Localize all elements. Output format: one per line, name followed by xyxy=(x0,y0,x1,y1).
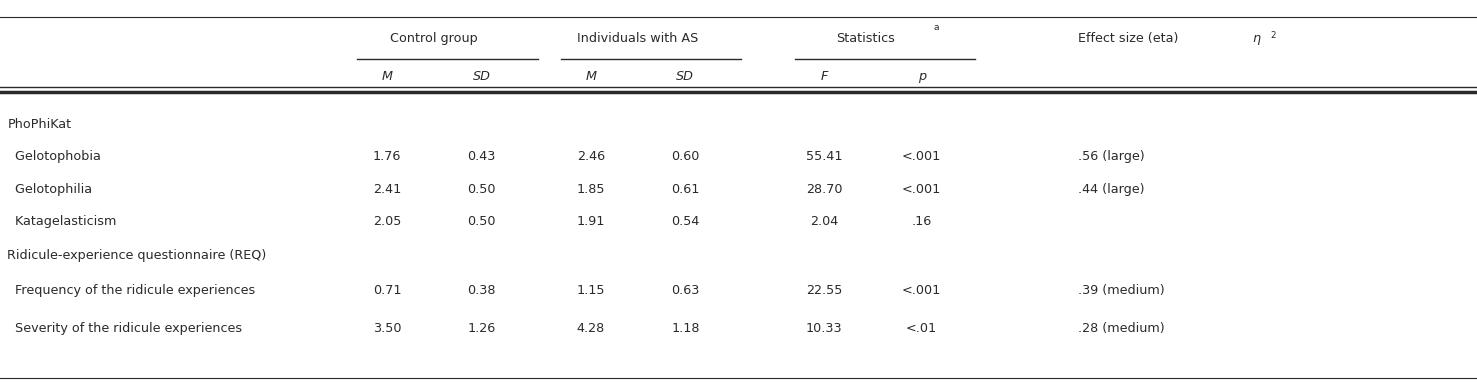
Text: Severity of the ridicule experiences: Severity of the ridicule experiences xyxy=(7,322,242,335)
Text: <.001: <.001 xyxy=(902,183,941,196)
Text: <.01: <.01 xyxy=(905,322,938,335)
Text: p: p xyxy=(917,70,926,83)
Text: Gelotophilia: Gelotophilia xyxy=(7,183,93,196)
Text: a: a xyxy=(933,23,939,32)
Text: 28.70: 28.70 xyxy=(806,183,842,196)
Text: 0.71: 0.71 xyxy=(372,284,402,297)
Text: <.001: <.001 xyxy=(902,284,941,297)
Text: .44 (large): .44 (large) xyxy=(1078,183,1145,196)
Text: Frequency of the ridicule experiences: Frequency of the ridicule experiences xyxy=(7,284,256,297)
Text: SD: SD xyxy=(676,70,694,83)
Text: 1.26: 1.26 xyxy=(467,322,496,335)
Text: Statistics: Statistics xyxy=(836,32,895,45)
Text: 2.41: 2.41 xyxy=(372,183,402,196)
Text: M: M xyxy=(381,70,393,83)
Text: 3.50: 3.50 xyxy=(372,322,402,335)
Text: 1.18: 1.18 xyxy=(671,322,700,335)
Text: .39 (medium): .39 (medium) xyxy=(1078,284,1165,297)
Text: 0.43: 0.43 xyxy=(467,150,496,163)
Text: Individuals with AS: Individuals with AS xyxy=(578,32,699,45)
Text: 2.04: 2.04 xyxy=(809,215,839,228)
Text: 1.15: 1.15 xyxy=(576,284,606,297)
Text: Gelotophobia: Gelotophobia xyxy=(7,150,102,163)
Text: .28 (medium): .28 (medium) xyxy=(1078,322,1165,335)
Text: M: M xyxy=(585,70,597,83)
Text: 0.61: 0.61 xyxy=(671,183,700,196)
Text: 0.50: 0.50 xyxy=(467,215,496,228)
Text: 2: 2 xyxy=(1270,31,1276,40)
Text: SD: SD xyxy=(473,70,490,83)
Text: 1.76: 1.76 xyxy=(372,150,402,163)
Text: 2.05: 2.05 xyxy=(372,215,402,228)
Text: 2.46: 2.46 xyxy=(576,150,606,163)
Text: 1.91: 1.91 xyxy=(576,215,606,228)
Text: 10.33: 10.33 xyxy=(806,322,842,335)
Text: <.001: <.001 xyxy=(902,150,941,163)
Text: 0.54: 0.54 xyxy=(671,215,700,228)
Text: 4.28: 4.28 xyxy=(576,322,606,335)
Text: Effect size (eta): Effect size (eta) xyxy=(1078,32,1179,45)
Text: 0.38: 0.38 xyxy=(467,284,496,297)
Text: Katagelasticism: Katagelasticism xyxy=(7,215,117,228)
Text: .16: .16 xyxy=(911,215,932,228)
Text: 0.50: 0.50 xyxy=(467,183,496,196)
Text: 22.55: 22.55 xyxy=(806,284,842,297)
Text: 1.85: 1.85 xyxy=(576,183,606,196)
Text: 0.63: 0.63 xyxy=(671,284,700,297)
Text: 55.41: 55.41 xyxy=(806,150,842,163)
Text: PhoPhiKat: PhoPhiKat xyxy=(7,118,71,131)
Text: .56 (large): .56 (large) xyxy=(1078,150,1145,163)
Text: η: η xyxy=(1252,32,1261,45)
Text: 0.60: 0.60 xyxy=(671,150,700,163)
Text: Ridicule-experience questionnaire (REQ): Ridicule-experience questionnaire (REQ) xyxy=(7,249,267,262)
Text: F: F xyxy=(821,70,827,83)
Text: Control group: Control group xyxy=(390,32,479,45)
